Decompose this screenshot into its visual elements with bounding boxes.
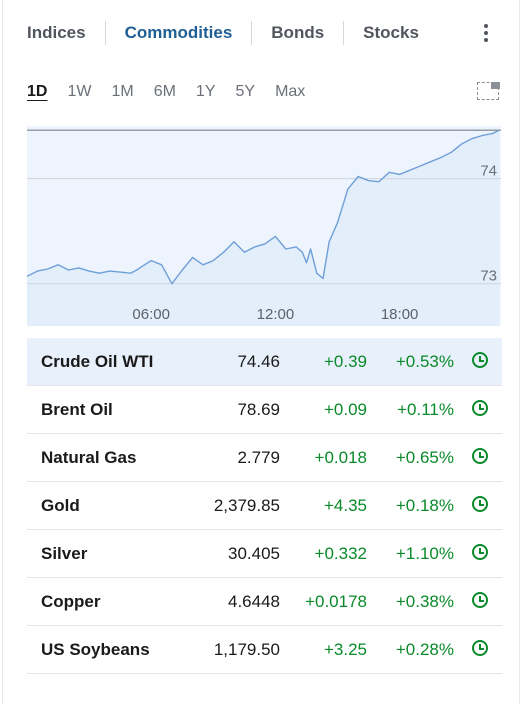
range-max[interactable]: Max (275, 83, 306, 100)
price-chart-svg: 74 73 06:00 12:00 18:00 (27, 126, 501, 326)
price-change: +0.018 (314, 448, 367, 467)
x-tick-label: 18:00 (381, 306, 419, 323)
price-change: +0.0178 (305, 592, 367, 611)
clock-icon (472, 496, 488, 512)
price-change: +0.39 (323, 352, 367, 371)
commodities-table: Crude Oil WTI 74.46 +0.39 +0.53% Brent O… (27, 338, 502, 674)
price-change: +0.332 (314, 544, 367, 563)
price-chart[interactable]: 74 73 06:00 12:00 18:00 (27, 126, 501, 326)
range-1y[interactable]: 1Y (195, 83, 216, 100)
tab-indices[interactable]: Indices (27, 23, 86, 42)
table-row[interactable]: Brent Oil 78.69 +0.09 +0.11% (27, 386, 502, 434)
range-1d[interactable]: 1D (27, 83, 48, 100)
table-row[interactable]: US Soybeans 1,179.50 +3.25 +0.28% (27, 626, 502, 674)
clock-icon (472, 592, 488, 608)
instrument-name[interactable]: Natural Gas (41, 448, 137, 467)
price-area (27, 130, 499, 326)
instrument-name[interactable]: Gold (41, 496, 80, 515)
tab-commodities[interactable]: Commodities (124, 23, 233, 42)
last-price: 78.69 (237, 400, 280, 419)
clock-icon (472, 400, 488, 416)
range-6m[interactable]: 6M (153, 83, 176, 100)
tab-divider (251, 21, 253, 45)
instrument-name[interactable]: Crude Oil WTI (41, 352, 154, 371)
price-line (27, 129, 500, 285)
price-change: +0.09 (323, 400, 367, 419)
x-tick-label: 06:00 (132, 306, 170, 323)
time-range-selector: 1D 1W 1M 6M 1Y 5Y Max (27, 80, 325, 104)
instrument-name[interactable]: Brent Oil (41, 400, 113, 419)
table-row[interactable]: Silver 30.405 +0.332 +1.10% (27, 530, 502, 578)
tab-bonds[interactable]: Bonds (271, 23, 325, 42)
percent-change: +0.53% (395, 352, 454, 371)
y-tick-label: 73 (480, 268, 497, 285)
market-tabs: Indices Commodities Bonds Stocks (27, 20, 419, 46)
price-change: +3.25 (323, 640, 367, 659)
tab-stocks[interactable]: Stocks (363, 23, 419, 42)
percent-change: +0.18% (395, 496, 454, 515)
table-row[interactable]: Gold 2,379.85 +4.35 +0.18% (27, 482, 502, 530)
expand-chart-icon[interactable] (477, 81, 500, 100)
y-tick-label: 74 (480, 163, 497, 180)
range-1m[interactable]: 1M (111, 83, 134, 100)
percent-change: +1.10% (395, 544, 454, 563)
last-price: 74.46 (237, 352, 280, 371)
tab-divider (104, 21, 106, 45)
percent-change: +0.11% (397, 400, 454, 419)
range-5y[interactable]: 5Y (235, 83, 256, 100)
clock-icon (472, 352, 488, 368)
percent-change: +0.38% (395, 592, 454, 611)
table-row[interactable]: Copper 4.6448 +0.0178 +0.38% (27, 578, 502, 626)
range-1w[interactable]: 1W (67, 83, 92, 100)
last-price: 2.779 (237, 448, 280, 467)
table-row[interactable]: Crude Oil WTI 74.46 +0.39 +0.53% (27, 338, 502, 386)
instrument-name[interactable]: US Soybeans (41, 640, 150, 659)
instrument-name[interactable]: Silver (41, 544, 88, 563)
clock-icon (472, 544, 488, 560)
instrument-name[interactable]: Copper (41, 592, 101, 611)
clock-icon (472, 640, 488, 656)
table-row[interactable]: Natural Gas 2.779 +0.018 +0.65% (27, 434, 502, 482)
last-price: 1,179.50 (213, 640, 280, 659)
last-price: 4.6448 (228, 592, 280, 611)
percent-change: +0.65% (395, 448, 454, 467)
clock-icon (472, 448, 488, 464)
last-price: 30.405 (228, 544, 280, 563)
x-tick-label: 12:00 (257, 306, 295, 323)
tab-divider (343, 21, 345, 45)
last-price: 2,379.85 (213, 496, 280, 515)
percent-change: +0.28% (395, 640, 454, 659)
price-change: +4.35 (323, 496, 367, 515)
vertical-ellipsis-icon[interactable] (480, 20, 492, 46)
